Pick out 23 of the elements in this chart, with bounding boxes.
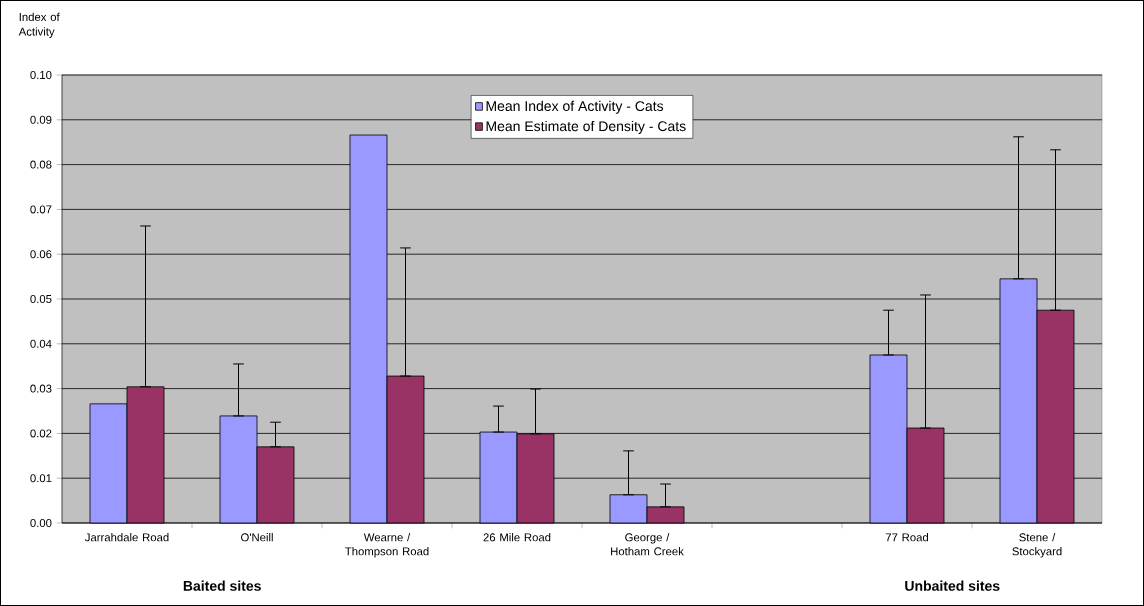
legend-label: Mean Index of Activity - Cats (486, 100, 664, 114)
text: Unbaited sites (905, 580, 1000, 591)
y-tick-label: 0.09 (30, 115, 52, 124)
y-tick-label: 0.07 (30, 205, 52, 214)
y-tick-label: 0.05 (30, 294, 52, 303)
x-tick-label: O'Neill (241, 533, 273, 542)
y-tick-label: 0.04 (30, 339, 52, 348)
legend-label: Mean Estimate of Density - Cats (486, 120, 686, 134)
y-tick-label: 0.08 (30, 160, 52, 169)
y-tick-label: 0.03 (30, 384, 52, 393)
y-tick-label: 0.01 (30, 474, 52, 483)
text: Baited sites (183, 580, 261, 591)
x-tick-label: Wearne / Thompson Road (345, 533, 429, 558)
x-tick-label: Stene / Stockyard (1012, 533, 1062, 558)
x-tick-label: George / Hotham Creek (611, 533, 684, 556)
y-tick-label: 0.02 (30, 429, 52, 438)
y-tick-label: 0.00 (30, 519, 52, 527)
y-tick-label: 0.06 (30, 250, 52, 259)
y-tick-label: 0.10 (30, 70, 52, 79)
x-tick-label: Jarrahdale Road (84, 533, 169, 542)
x-tick-label: 77 Road (885, 533, 929, 542)
y-axis-title: Index of Activity (18, 12, 60, 38)
x-tick-label: 26 Mile Road (483, 533, 551, 542)
